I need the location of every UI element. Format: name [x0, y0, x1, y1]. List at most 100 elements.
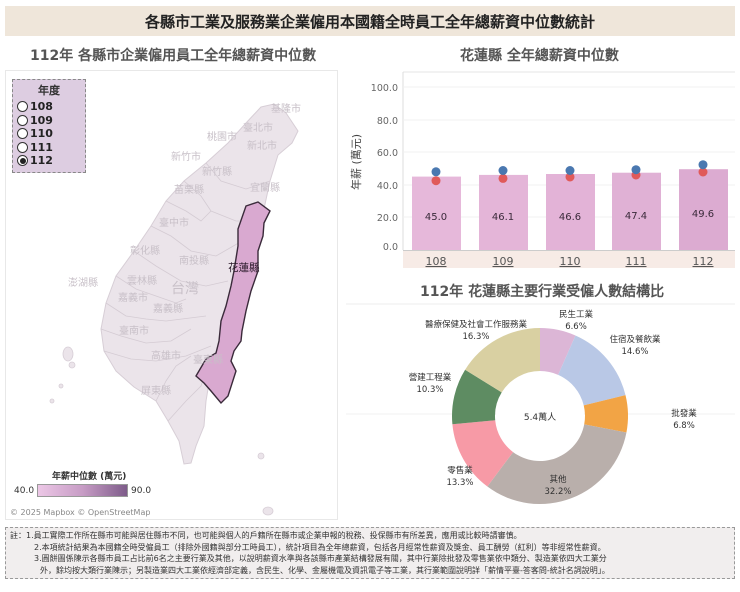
- donut-center-label: 5.4萬人: [524, 411, 556, 423]
- bar-panel-title: 花蓮縣 全年總薪資中位數: [460, 48, 619, 64]
- color-scale-legend: 年薪中位數 (萬元) 40.0 90.0: [14, 469, 151, 497]
- label-hsinchu-city: 新竹市: [171, 150, 201, 163]
- blue-marker[interactable]: [565, 166, 575, 175]
- year-filter: 年度 108 109 110 111 112: [12, 79, 86, 173]
- bar-value-label: 45.0: [425, 212, 447, 223]
- red-marker[interactable]: [698, 167, 708, 177]
- slice-label: 零售業: [447, 465, 473, 476]
- red-marker[interactable]: [565, 172, 575, 182]
- year-filter-title: 年度: [38, 84, 60, 97]
- label-tainan: 臺南市: [119, 324, 149, 337]
- slice-label: 批發業: [671, 408, 697, 419]
- label-miaoli: 苗栗縣: [174, 184, 204, 196]
- radio-icon[interactable]: [17, 128, 28, 140]
- radio-icon[interactable]: [17, 141, 28, 153]
- taiwan-landmass: [100, 103, 299, 465]
- industry-donut-chart: 5.4萬人 民生工業 6.6% 住宿及餐飲業 14.6% 批發業 6.8% 其他…: [346, 300, 735, 515]
- bar-value-label: 49.6: [692, 209, 714, 220]
- label-nantou: 南投縣: [179, 254, 209, 267]
- label-pingtung: 屏東縣: [141, 384, 171, 397]
- label-hsinchu-county: 新竹縣: [202, 165, 232, 178]
- blue-marker[interactable]: [431, 167, 441, 177]
- taiwan-map[interactable]: 基隆市 臺北市 桃園市 新北市 新竹市 新竹縣 苗栗縣 宜蘭縣 臺中市 彰化縣 …: [5, 70, 338, 520]
- slice-pct: 6.6%: [565, 322, 587, 332]
- year-option-label: 111: [30, 140, 53, 154]
- year-option-111[interactable]: 111: [17, 141, 81, 155]
- slice-healthcare[interactable]: [465, 328, 540, 393]
- x-axis-band: [403, 251, 735, 268]
- penghu-islands: [49, 346, 76, 404]
- x-tick-109[interactable]: 109: [493, 255, 514, 268]
- x-tick-111[interactable]: 111: [626, 255, 647, 268]
- note-line-4: 外，餘均按大類行業陳示；另製造業四大工業依經濟部定義，含民生、化學、金屬機電及資…: [40, 565, 610, 575]
- year-option-112[interactable]: 112: [17, 154, 81, 168]
- color-legend-title: 年薪中位數 (萬元): [52, 472, 127, 482]
- blue-marker[interactable]: [631, 165, 641, 175]
- bar-111[interactable]: [612, 172, 661, 250]
- blue-markers: [431, 160, 708, 177]
- donut-hole: [496, 372, 584, 460]
- label-hualien: 花蓮縣: [228, 261, 260, 274]
- label-yilan: 宜蘭縣: [250, 181, 280, 194]
- note-line-1: 註：1.員工實際工作所在縣市可能與居住縣市不同，也可能與個人的戶籍所在縣市或企業…: [10, 531, 522, 540]
- slice-label: 其他: [549, 474, 567, 485]
- red-marker[interactable]: [498, 173, 508, 183]
- label-yunlin: 雲林縣: [127, 274, 157, 287]
- y-axis-label: 年薪 (萬元): [349, 134, 363, 190]
- label-taiwan: 台灣: [171, 281, 199, 297]
- bar-110[interactable]: [546, 174, 595, 250]
- year-option-110[interactable]: 110: [17, 127, 81, 141]
- y-tick: 60.0: [377, 148, 398, 159]
- year-option-label: 108: [30, 100, 53, 114]
- slice-pct: 16.3%: [462, 332, 489, 342]
- bar-value-label: 46.6: [559, 212, 581, 223]
- slice-minsheng[interactable]: [540, 328, 576, 375]
- label-keelung: 基隆市: [271, 102, 301, 115]
- y-tick: 80.0: [377, 116, 398, 127]
- bar-109[interactable]: [479, 174, 528, 250]
- outlying-islands: [257, 452, 274, 516]
- year-option-label: 110: [30, 127, 53, 141]
- bar-108[interactable]: [412, 176, 461, 250]
- dashboard-title: 各縣市工業及服務業企業僱用本國籍全時員工全年總薪資中位數統計: [5, 6, 735, 36]
- slice-construction[interactable]: [452, 369, 502, 425]
- bar-value-label: 46.1: [492, 212, 514, 223]
- slice-other[interactable]: [487, 424, 627, 505]
- bars: [412, 169, 728, 250]
- slice-label: 民生工業: [559, 309, 594, 320]
- x-tick-112[interactable]: 112: [693, 255, 714, 268]
- slice-pct: 10.3%: [416, 385, 443, 395]
- radio-icon[interactable]: [17, 114, 28, 126]
- label-penghu: 澎湖縣: [68, 277, 98, 289]
- label-kaohsiung: 高雄市: [151, 349, 181, 362]
- y-tick: 0.0: [383, 242, 398, 253]
- label-taoyuan: 桃園市: [207, 130, 237, 143]
- map-attribution[interactable]: © 2025 Mapbox © OpenStreetMap: [10, 508, 151, 517]
- pie-panel-title: 112年 花蓮縣主要行業受僱人數結構比: [420, 284, 665, 300]
- year-option-108[interactable]: 108: [17, 100, 81, 114]
- radio-icon[interactable]: [17, 101, 28, 113]
- bar-112[interactable]: [679, 169, 728, 250]
- red-marker[interactable]: [431, 176, 441, 186]
- label-chiayi-city: 嘉義市: [118, 291, 148, 304]
- year-option-label: 112: [30, 154, 53, 168]
- blue-marker[interactable]: [698, 160, 708, 170]
- donut-segments: 5.4萬人: [452, 328, 628, 505]
- note-line-3: 3.圓餅圖係陳示各縣市員工占比前6名之主要行業及其他，以說明薪資水準與各該縣市產…: [34, 554, 607, 563]
- slice-retail[interactable]: [452, 420, 514, 487]
- x-tick-108[interactable]: 108: [426, 255, 447, 268]
- color-gradient-bar: [37, 484, 129, 497]
- x-tick-110[interactable]: 110: [560, 255, 581, 268]
- map-canvas[interactable]: 基隆市 臺北市 桃園市 新北市 新竹市 新竹縣 苗栗縣 宜蘭縣 臺中市 彰化縣 …: [6, 71, 338, 520]
- blue-marker[interactable]: [498, 166, 508, 175]
- label-taipei: 臺北市: [243, 121, 273, 134]
- slice-wholesale[interactable]: [583, 395, 628, 433]
- bar-value-label: 47.4: [625, 211, 647, 222]
- color-legend-min: 40.0: [14, 485, 35, 496]
- slice-label: 營建工程業: [409, 372, 452, 383]
- slice-pct: 14.6%: [621, 347, 648, 357]
- hualien-county-shape[interactable]: [195, 201, 271, 405]
- slice-accommodation[interactable]: [558, 335, 626, 406]
- year-option-109[interactable]: 109: [17, 114, 81, 128]
- radio-selected-icon[interactable]: [17, 155, 28, 167]
